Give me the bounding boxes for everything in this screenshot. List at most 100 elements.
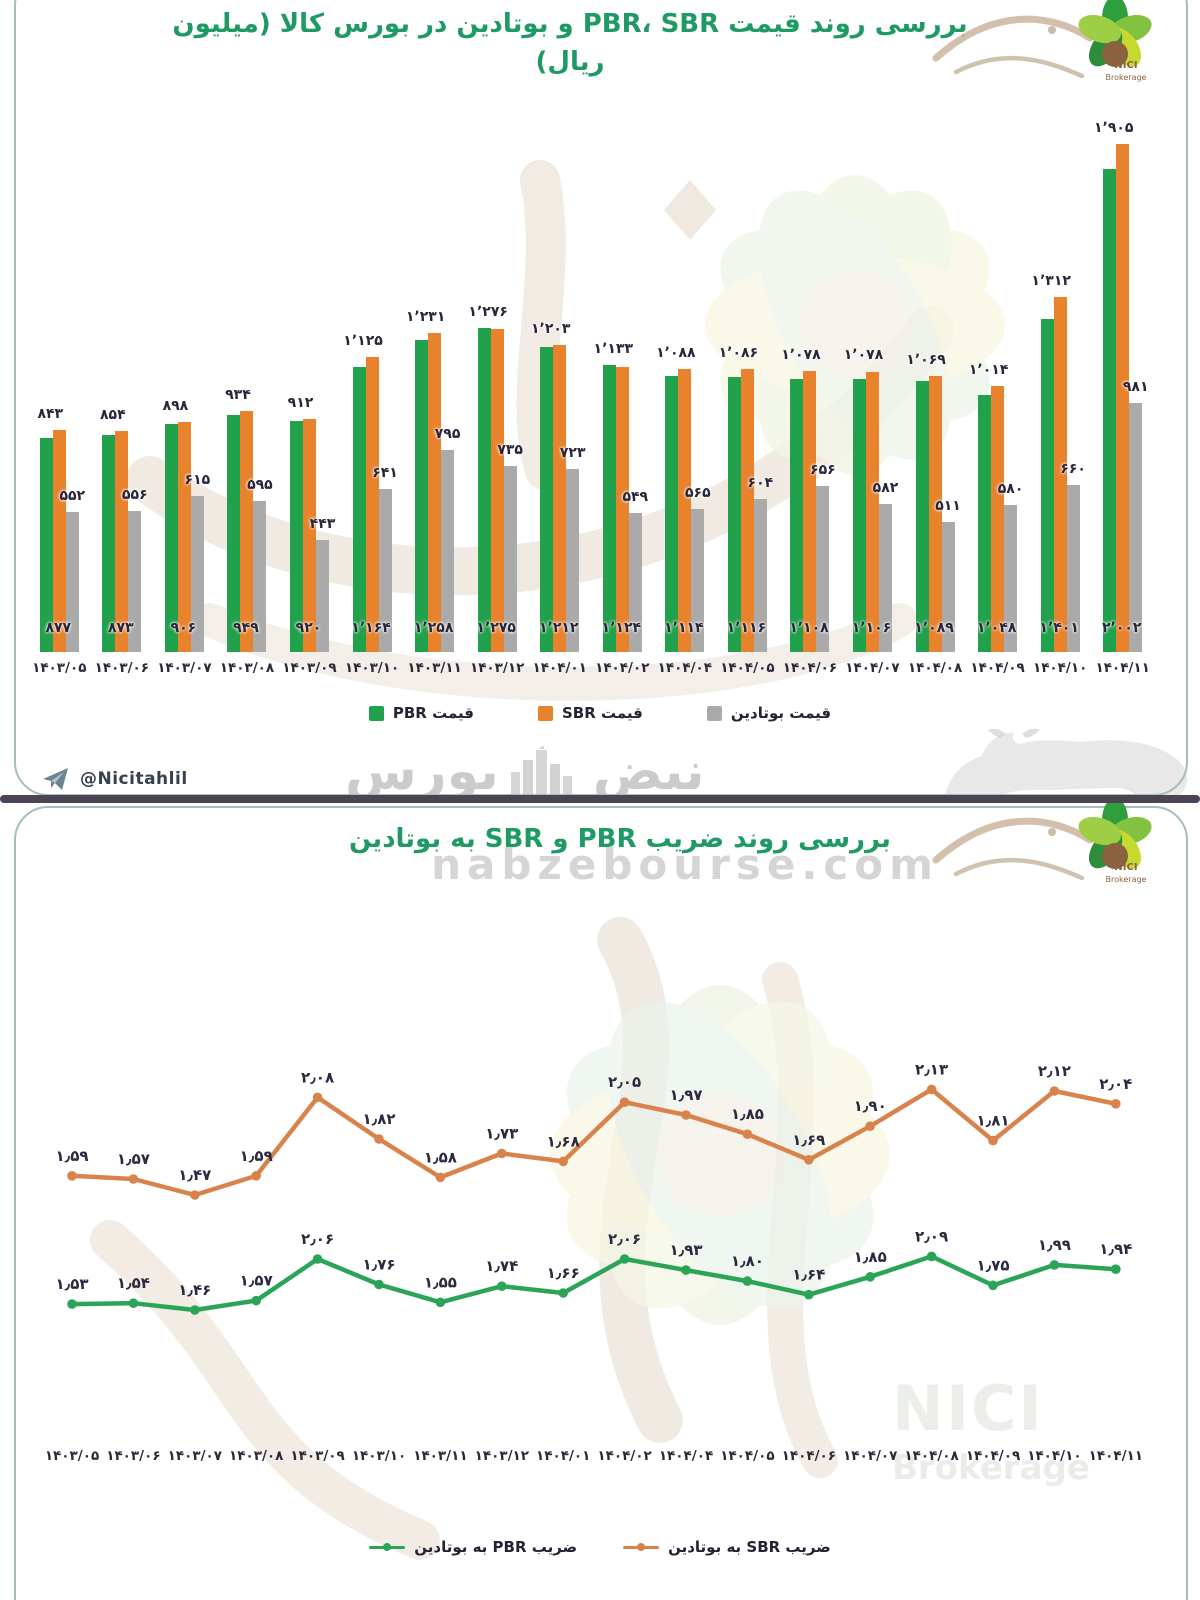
point-label: ۱٫۷۵ [976, 1256, 1009, 1274]
x-tick: ۱۴۰۴/۰۶ [782, 660, 838, 676]
x-tick: ۱۴۰۳/۰۵ [44, 1448, 100, 1464]
bar-label-pbr: ۱٬۰۸۸ [656, 345, 696, 362]
point-label: ۱٫۹۹ [1038, 1236, 1071, 1254]
data-point [865, 1272, 875, 1282]
x-tick: ۱۴۰۴/۱۱ [1095, 660, 1150, 676]
data-point [619, 1254, 630, 1264]
data-point [681, 1265, 691, 1275]
data-point [128, 1298, 139, 1308]
point-label: ۱٫۵۳ [55, 1275, 88, 1293]
bar-sbr [240, 411, 254, 652]
bar-group: ۱٬۲۷۶ ۷۳۵ ۱٬۲۷۵ [466, 132, 529, 652]
line-series [71, 1254, 1116, 1313]
bar-sbr [1116, 144, 1130, 652]
telegram-handle-text: @Nicitahlil [80, 769, 188, 789]
brokerage-watermark: Brokerage [892, 1448, 1090, 1488]
x-tick: ۱۴۰۴/۰۵ [720, 1448, 775, 1464]
legend-swatch [706, 705, 722, 721]
legend-label: قیمت SBR [561, 704, 643, 722]
bar-sbr [678, 369, 692, 652]
bar-chart-x-axis: ۱۴۰۳/۰۵ ۱۴۰۳/۰۶ ۱۴۰۳/۰۷ ۱۴۰۳/۰۸ ۱۴۰۳/۰۹ ۱۴۰۳/… [28, 660, 1154, 684]
data-point [435, 1172, 446, 1183]
bar-pbr [790, 378, 804, 652]
data-point [988, 1280, 998, 1291]
point-label: ۱٫۴۶ [178, 1281, 211, 1299]
x-tick: ۱۴۰۳/۰۶ [94, 660, 149, 676]
legend-item: قیمت PBR [368, 704, 474, 722]
bar-pbr [415, 339, 429, 652]
x-tick: ۱۴۰۴/۰۲ [597, 1448, 652, 1464]
bar-label-pbr: ۱٬۱۲۵ [343, 332, 383, 349]
bar-label-sbr: ۱٬۲۵۸ [413, 620, 454, 636]
nici-watermark: NICI [892, 1372, 1044, 1445]
x-tick: ۱۴۰۴/۰۴ [657, 660, 712, 676]
line-series [71, 1087, 1117, 1198]
x-tick: ۱۴۰۴/۱۱ [1088, 1448, 1143, 1464]
data-point [558, 1288, 568, 1298]
point-label: ۱٫۷۳ [485, 1124, 518, 1142]
bar-sbr [115, 430, 129, 652]
bar-pbr [352, 366, 366, 652]
bar-pbr [227, 415, 241, 652]
x-tick: ۱۴۰۴/۰۶ [781, 1448, 836, 1464]
x-tick: ۱۴۰۳/۱۲ [469, 660, 525, 676]
bull-watermark [944, 728, 1187, 800]
data-point [865, 1121, 875, 1131]
bar-sbr [615, 366, 629, 652]
x-tick: ۱۴۰۴/۱۰ [1032, 660, 1088, 676]
bar-sbr [1053, 296, 1067, 652]
bar-label-sbr: ۱٬۱۲۴ [601, 620, 642, 636]
legend-label: ضریب SBR به بوتادین [668, 1538, 831, 1556]
legend-label: قیمت بوتادین [730, 704, 832, 722]
point-label: ۲٫۰۵ [608, 1073, 641, 1091]
data-point [435, 1297, 446, 1308]
data-point [251, 1295, 261, 1306]
bar-label-pbr: ۱٬۰۶۹ [906, 351, 946, 368]
bar-group: ۱٬۲۳۱ ۷۹۵ ۱٬۲۵۸ [403, 132, 466, 652]
bar-label-sbr: ۹۴۹ [233, 620, 259, 636]
x-tick: ۱۴۰۳/۱۱ [413, 1448, 468, 1464]
bar-sbr [490, 328, 504, 652]
data-point [374, 1134, 384, 1144]
bar-label-pbr: ۱٬۲۳۱ [405, 308, 446, 325]
bar-label-pbr: ۱٬۰۷۸ [781, 346, 821, 363]
point-label: ۱٫۴۷ [178, 1166, 211, 1184]
bar-pbr [602, 364, 616, 652]
data-point [988, 1135, 998, 1146]
telegram-handle[interactable]: @Nicitahlil [42, 766, 188, 792]
data-point [190, 1190, 200, 1200]
point-label: ۱٫۹۳ [669, 1241, 702, 1259]
x-tick: ۱۴۰۴/۰۱ [536, 1448, 591, 1464]
x-tick: ۱۴۰۴/۰۹ [965, 1448, 1021, 1464]
watermark-word-bourse: بورس [345, 742, 499, 802]
bar-group: ۹۳۴ ۵۹۵ ۹۴۹ [216, 132, 279, 652]
data-point [619, 1097, 630, 1107]
bar-group: ۱٬۱۳۳ ۵۴۹ ۱٬۱۲۴ [591, 132, 654, 652]
point-label: ۱٫۶۸ [547, 1132, 580, 1150]
data-point [67, 1299, 77, 1309]
point-label: ۱٫۷۶ [362, 1256, 395, 1274]
point-label: ۱٫۵۷ [240, 1272, 273, 1290]
bar-label-sbr: ۱٬۱۰۸ [789, 620, 829, 636]
point-label: ۱٫۶۹ [792, 1131, 825, 1149]
bar-label-sbr: ۱٬۱۱۶ [726, 620, 767, 636]
x-tick: ۱۴۰۳/۰۶ [106, 1448, 161, 1464]
bar-chart-legend: قیمت PBR قیمت SBR قیمت بوتادین [250, 704, 950, 722]
bar-pbr [164, 424, 178, 652]
data-point [312, 1254, 323, 1264]
line-chart-legend: ضریب PBR به بوتادین ضریب SBR به بوتادین [300, 1538, 900, 1556]
bar-label-pbr: ۱٬۳۱۲ [1031, 272, 1071, 289]
bar-group: ۱٬۰۷۸ ۶۵۶ ۱٬۱۰۸ [779, 132, 842, 652]
bar-sbr [52, 429, 66, 652]
data-point [1049, 1260, 1060, 1270]
line-chart-x-axis: ۱۴۰۳/۰۵ ۱۴۰۳/۰۶ ۱۴۰۳/۰۷ ۱۴۰۳/۰۸ ۱۴۰۳/۰۹ ۱۴۰۳/… [0, 1448, 1200, 1472]
bar-pbr [978, 394, 992, 652]
x-tick: ۱۴۰۳/۰۸ [229, 1448, 284, 1464]
x-tick: ۱۴۰۴/۰۷ [845, 660, 900, 676]
bar-label-pbr: ۸۵۴ [100, 406, 126, 423]
panel-divider [0, 795, 1200, 803]
x-tick: ۱۴۰۴/۰۱ [532, 660, 587, 676]
data-point [1111, 1099, 1121, 1109]
data-point [558, 1156, 568, 1167]
bar-group: ۱٬۰۸۸ ۵۶۵ ۱٬۱۱۴ [654, 132, 717, 652]
